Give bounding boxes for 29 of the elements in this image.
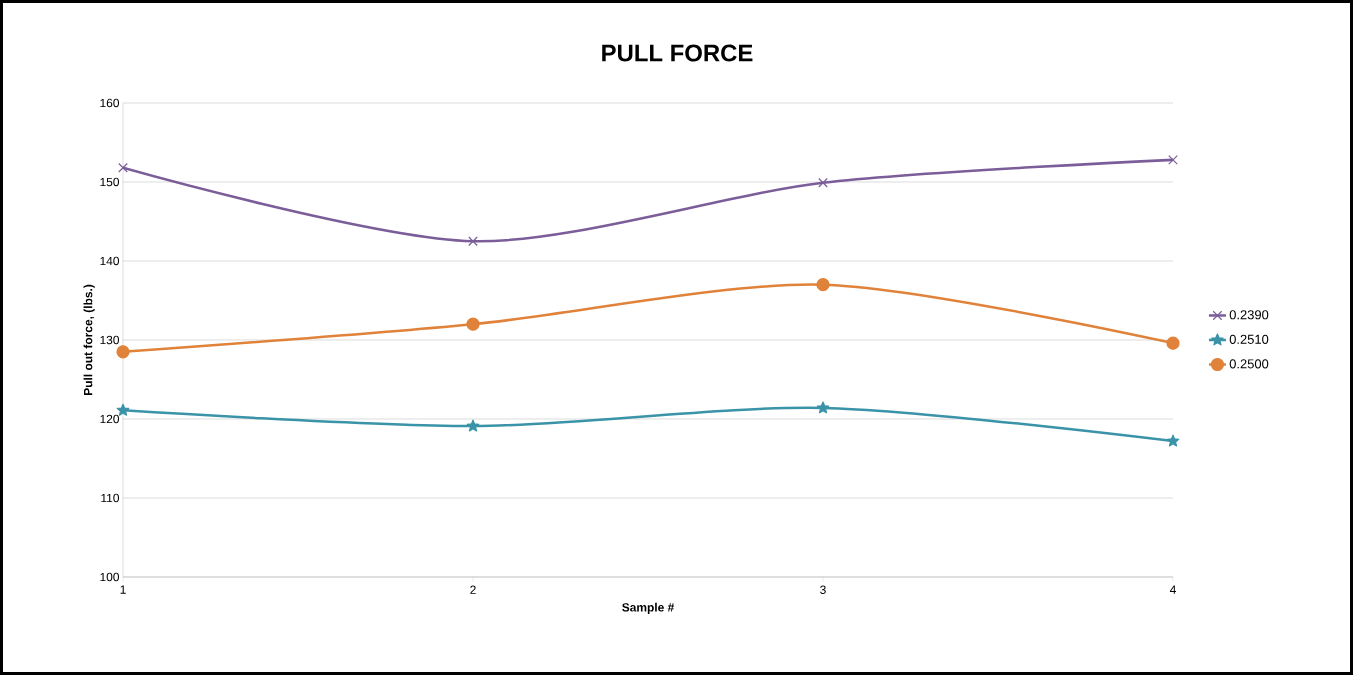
legend-label: 0.2510 bbox=[1229, 334, 1269, 344]
point bbox=[468, 236, 478, 247]
point bbox=[466, 317, 480, 331]
y-tick-label: 160 bbox=[100, 98, 120, 108]
point bbox=[116, 403, 130, 416]
y-axis-title: Pull out force, (lbs.) bbox=[83, 284, 95, 395]
x-axis-title: Sample # bbox=[622, 602, 675, 614]
y-tick-label: 140 bbox=[100, 256, 120, 266]
point bbox=[1166, 336, 1180, 350]
point bbox=[466, 419, 480, 432]
x-tick-label: 1 bbox=[120, 585, 126, 594]
point bbox=[118, 162, 128, 173]
point bbox=[818, 177, 828, 188]
point bbox=[1166, 434, 1180, 447]
x-tick-label: 3 bbox=[820, 585, 826, 594]
y-tick-label: 120 bbox=[100, 414, 120, 424]
point bbox=[816, 278, 830, 292]
y-tick-label: 110 bbox=[101, 493, 120, 503]
y-tick-label: 150 bbox=[100, 177, 120, 187]
x-tick-label: 2 bbox=[470, 585, 476, 594]
chart-title: PULL FORCE bbox=[602, 44, 753, 62]
legend-label: 0.2500 bbox=[1229, 359, 1269, 369]
legend-label: 0.2390 bbox=[1229, 310, 1269, 320]
point bbox=[116, 345, 130, 359]
y-tick-label: 100 bbox=[100, 572, 120, 582]
y-tick-label: 130 bbox=[100, 335, 120, 345]
x-tick-label: 4 bbox=[1169, 585, 1176, 594]
point bbox=[1168, 155, 1178, 165]
point bbox=[816, 401, 830, 414]
